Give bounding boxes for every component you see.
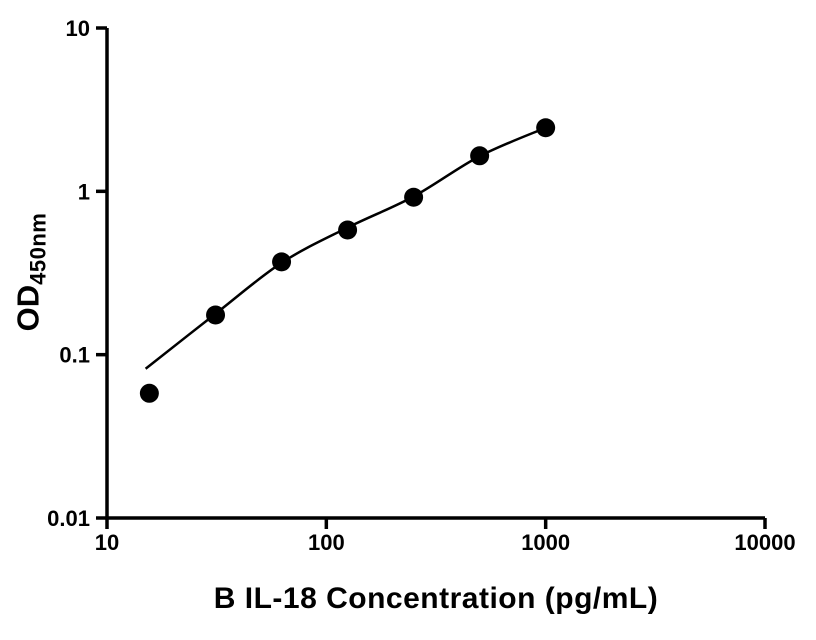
x-axis-tick-label: 1000 [521, 530, 570, 555]
x-axis-title: B IL-18 Concentration (pg/mL) [213, 582, 659, 615]
y-axis-title-main: OD [10, 284, 46, 332]
axes-lines [105, 28, 765, 520]
fit-curve-line [144, 126, 547, 370]
y-axis-tick-label: 0.01 [47, 506, 90, 531]
data-point-marker [272, 252, 292, 272]
data-point-marker [536, 118, 556, 138]
y-axis-title: OD450nm [11, 213, 52, 332]
y-axis-title-subscript: 450nm [25, 212, 51, 285]
y-axis-tick-label: 0.1 [59, 343, 90, 368]
data-point-marker [206, 305, 226, 325]
x-axis-tick-label: 10000 [734, 530, 795, 555]
data-point-marker [404, 187, 424, 207]
data-point-marker [470, 146, 490, 166]
x-axis-tick-label: 100 [308, 530, 345, 555]
y-axis-tick-label: 10 [66, 16, 90, 41]
y-axis-tick-label: 1 [78, 179, 90, 204]
data-point-marker [139, 383, 159, 403]
data-point-marker [338, 220, 358, 240]
x-axis-tick-label: 10 [95, 530, 119, 555]
